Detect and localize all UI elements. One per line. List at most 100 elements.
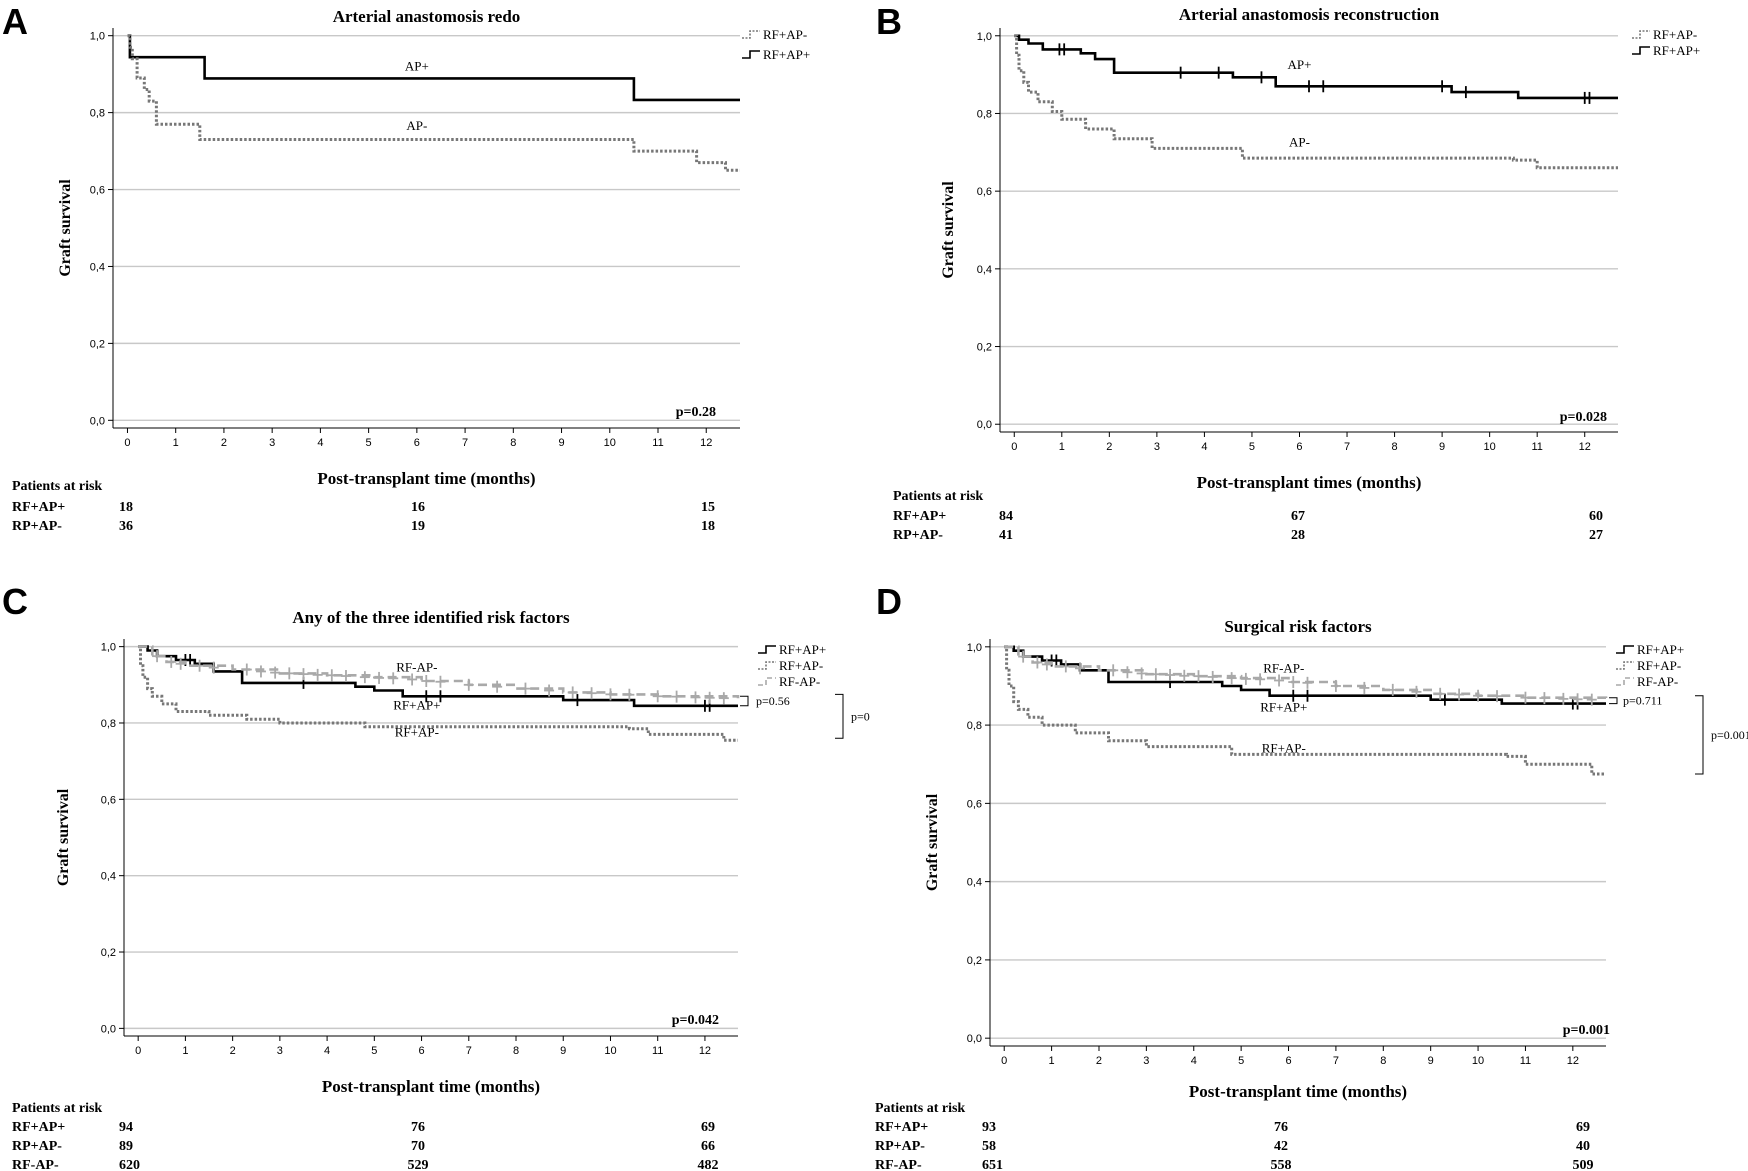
risk-table-header: Patients at risk bbox=[893, 489, 983, 504]
censor-mark bbox=[1302, 676, 1313, 689]
censor-mark bbox=[298, 668, 309, 681]
censor-mark bbox=[152, 650, 163, 663]
y-axis-label: Graft survival bbox=[924, 793, 941, 891]
x-tick-label: 10 bbox=[604, 437, 616, 449]
curve-label: RF-AP- bbox=[1263, 660, 1304, 675]
censor-mark bbox=[326, 669, 337, 682]
legend-item: RF+AP- bbox=[742, 27, 807, 42]
censor-mark bbox=[284, 667, 295, 680]
risk-count: 558 bbox=[1271, 1158, 1292, 1171]
x-tick-label: 5 bbox=[366, 437, 372, 449]
risk-count: 93 bbox=[982, 1120, 996, 1135]
x-tick-label: 3 bbox=[269, 437, 275, 449]
censor-mark bbox=[1492, 690, 1503, 703]
x-tick-label: 5 bbox=[1249, 441, 1255, 453]
censor-mark bbox=[194, 659, 205, 672]
censor-mark bbox=[1226, 672, 1237, 685]
x-axis-label: Post-transplant time (months) bbox=[322, 1077, 540, 1096]
x-tick-label: 9 bbox=[558, 437, 564, 449]
risk-row-label: RP+AP- bbox=[12, 1139, 62, 1154]
risk-row-label: RF+AP+ bbox=[12, 1120, 65, 1135]
risk-count: 18 bbox=[701, 519, 715, 534]
panel-letter: D bbox=[876, 581, 902, 622]
y-tick-label: 0,2 bbox=[90, 338, 105, 350]
y-axis-label: Graft survival bbox=[55, 788, 72, 886]
risk-row-label: RF+AP+ bbox=[893, 509, 946, 524]
bracket-p-value: p=0.711 bbox=[1623, 694, 1662, 708]
legend-item: RF-AP- bbox=[1616, 674, 1678, 689]
censor-mark bbox=[704, 691, 715, 704]
y-tick-label: 0,6 bbox=[101, 794, 116, 806]
series-line-rfpapp bbox=[127, 34, 740, 102]
risk-row-label: RP+AP- bbox=[893, 528, 943, 543]
risk-count: 620 bbox=[119, 1158, 140, 1171]
legend-label: RF+AP- bbox=[1653, 27, 1697, 42]
risk-count: 67 bbox=[1291, 509, 1305, 524]
x-tick-label: 6 bbox=[1296, 441, 1302, 453]
x-tick-label: 7 bbox=[1333, 1055, 1339, 1067]
x-tick-label: 4 bbox=[1191, 1055, 1197, 1067]
x-tick-label: 11 bbox=[1531, 441, 1542, 453]
censor-mark bbox=[435, 675, 446, 688]
censor-mark bbox=[1520, 691, 1531, 704]
risk-count: 66 bbox=[701, 1139, 715, 1154]
risk-row-label: RF+AP+ bbox=[12, 500, 65, 515]
legend-item: RF+AP+ bbox=[742, 47, 810, 62]
y-tick-label: 0,4 bbox=[101, 871, 116, 883]
p-value: p=0.001 bbox=[1563, 1023, 1610, 1038]
panel-b: B Arterial anastomosis reconstruction 0,0 0… bbox=[876, 1, 1700, 543]
legend-item: RF-AP- bbox=[758, 674, 820, 689]
series-line-rfpapm bbox=[127, 34, 740, 172]
y-tick-label: 0,6 bbox=[90, 185, 105, 197]
x-axis-label: Post-transplant time (months) bbox=[1189, 1082, 1407, 1101]
y-axis-label: Graft survival bbox=[940, 181, 957, 279]
series-line-rfpapm bbox=[1004, 645, 1606, 776]
legend-label: RF+AP+ bbox=[1653, 43, 1700, 58]
curve-label: RF+AP- bbox=[1262, 740, 1306, 755]
risk-count: 18 bbox=[119, 500, 133, 515]
comparison-bracket: p=0 bbox=[835, 693, 870, 739]
risk-count: 69 bbox=[701, 1120, 715, 1135]
censor-mark bbox=[421, 674, 432, 687]
censor-mark bbox=[340, 670, 351, 683]
censor-mark bbox=[1193, 670, 1204, 683]
censor-mark bbox=[624, 688, 635, 701]
censor-mark bbox=[1179, 669, 1190, 682]
censor-mark bbox=[718, 692, 729, 705]
legend-label: RF-AP- bbox=[779, 674, 820, 689]
panel-letter: B bbox=[876, 1, 902, 42]
censor-mark bbox=[208, 661, 219, 674]
y-tick-label: 0,8 bbox=[90, 108, 105, 120]
y-tick-label: 0,0 bbox=[90, 415, 105, 427]
y-tick-label: 0,2 bbox=[101, 947, 116, 959]
y-tick-label: 0,2 bbox=[967, 955, 982, 967]
censor-mark bbox=[1558, 692, 1569, 705]
p-value: p=0.042 bbox=[672, 1013, 719, 1028]
censor-mark bbox=[1330, 679, 1341, 692]
risk-count: 89 bbox=[119, 1139, 133, 1154]
x-tick-label: 4 bbox=[324, 1045, 330, 1057]
censor-mark bbox=[312, 668, 323, 681]
censor-mark bbox=[690, 691, 701, 704]
p-value: p=0.28 bbox=[676, 405, 716, 420]
x-tick-label: 0 bbox=[135, 1045, 141, 1057]
censor-mark bbox=[1435, 687, 1446, 700]
panel-c: C Any of the three identified risk factor… bbox=[2, 581, 870, 1171]
risk-count: 42 bbox=[1274, 1139, 1288, 1154]
risk-count: 19 bbox=[411, 519, 425, 534]
censor-mark bbox=[567, 686, 578, 699]
curve-label: AP+ bbox=[1288, 57, 1312, 72]
censor-mark bbox=[1136, 667, 1147, 680]
risk-table-header: Patients at risk bbox=[12, 1101, 102, 1116]
curve-label: AP+ bbox=[405, 58, 429, 73]
comparison-bracket: p=0.711 bbox=[1609, 694, 1662, 708]
censor-mark bbox=[374, 671, 385, 684]
risk-count: 60 bbox=[1589, 509, 1603, 524]
y-tick-label: 0,4 bbox=[977, 264, 992, 276]
censor-mark bbox=[544, 684, 555, 697]
x-tick-label: 8 bbox=[510, 437, 516, 449]
x-tick-label: 1 bbox=[1049, 1055, 1055, 1067]
chart-title: Surgical risk factors bbox=[1224, 617, 1372, 636]
x-tick-label: 9 bbox=[1439, 441, 1445, 453]
x-tick-label: 1 bbox=[182, 1045, 188, 1057]
